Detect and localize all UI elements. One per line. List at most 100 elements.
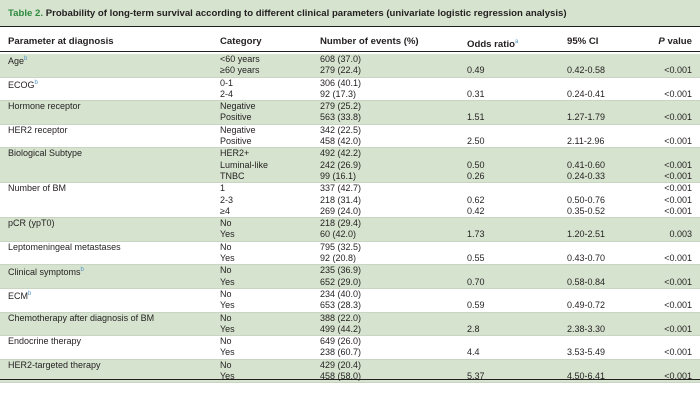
events-cell: 218 (29.4) bbox=[320, 218, 362, 229]
category-cell: ≥4 bbox=[220, 205, 230, 216]
category-cell: 2-4 bbox=[220, 88, 234, 99]
table-body: Ageb <60 years 608 (37.0) ≥60 years 279 (22.… bbox=[0, 54, 700, 384]
ci-cell: 0.35-0.52 bbox=[567, 205, 606, 216]
odds-ratio-cell: 2.8 bbox=[467, 323, 480, 334]
p-value-cell: <0.001 bbox=[664, 112, 692, 123]
table-group: ECOGb 0-1 306 (40.1) 2-4 92 (17.3) 0.31 0.24-0… bbox=[0, 78, 700, 102]
ci-cell: 0.50-0.76 bbox=[567, 194, 606, 205]
category-cell: No bbox=[220, 218, 232, 229]
parameter-name: Hormone receptor bbox=[8, 101, 81, 112]
category-cell: No bbox=[220, 265, 232, 276]
table-row: HER2 receptor Negative 342 (22.5) bbox=[0, 125, 700, 136]
table-group: Leptomeningeal metastases No 795 (32.5) Yes… bbox=[0, 242, 700, 266]
table-group: Chemotherapy after diagnosis of BM No 388 … bbox=[0, 312, 700, 337]
table-row: TNBC 99 (16.1) 0.26 0.24-0.33 <0.001 bbox=[0, 171, 700, 182]
parameter-footnote: b bbox=[24, 56, 28, 62]
table-group: HER2-targeted therapy No 429 (20.4) Yes 458 … bbox=[0, 359, 700, 384]
table-group: Ageb <60 years 608 (37.0) ≥60 years 279 (22.… bbox=[0, 54, 700, 78]
parameter-name-text: Clinical symptoms bbox=[8, 267, 81, 278]
table-row: Yes 238 (60.7) 4.4 3.53-5.49 <0.001 bbox=[0, 347, 700, 358]
table-group: Clinical symptomsb No 235 (36.9) Yes 652 (29… bbox=[0, 265, 700, 289]
parameter-name: Ageb bbox=[8, 54, 27, 67]
header-odds-footnote: a bbox=[514, 39, 519, 45]
ci-cell: 0.24-0.41 bbox=[567, 88, 606, 99]
events-cell: 306 (40.1) bbox=[320, 77, 362, 88]
odds-ratio-cell: 0.42 bbox=[467, 205, 485, 216]
odds-ratio-cell: 0.50 bbox=[467, 159, 485, 170]
p-value-cell: <0.001 bbox=[664, 205, 692, 216]
ci-cell: 2.11-2.96 bbox=[567, 136, 605, 147]
table-row: HER2-targeted therapy No 429 (20.4) bbox=[0, 360, 700, 371]
parameter-name: Chemotherapy after diagnosis of BM bbox=[8, 313, 154, 324]
parameter-name-text: pCR (ypT0) bbox=[8, 218, 55, 229]
parameter-name-text: Number of BM bbox=[8, 183, 67, 194]
table-group: Number of BM 1 337 (42.7) <0.001 2-3 218 (31.… bbox=[0, 183, 700, 219]
events-cell: 60 (42.0) bbox=[320, 229, 357, 240]
parameter-name-text: Biological Subtype bbox=[8, 148, 83, 159]
ci-cell: 1.20-2.51 bbox=[567, 229, 606, 240]
parameter-name-text: ECM bbox=[8, 290, 28, 301]
table-row: ECMb No 234 (40.0) bbox=[0, 289, 700, 302]
parameter-name: ECMb bbox=[8, 289, 31, 302]
parameter-name: HER2-targeted therapy bbox=[8, 360, 101, 371]
category-cell: No bbox=[220, 336, 232, 347]
odds-ratio-cell: 5.37 bbox=[467, 371, 485, 382]
category-cell: HER2+ bbox=[220, 148, 250, 159]
parameter-footnote: b bbox=[34, 79, 38, 86]
ci-cell: 0.42-0.58 bbox=[567, 65, 606, 76]
parameter-name-text: Age bbox=[8, 56, 25, 66]
table-row: ≥4 269 (24.0) 0.42 0.35-0.52 <0.001 bbox=[0, 206, 700, 217]
table-row: Clinical symptomsb No 235 (36.9) bbox=[0, 265, 700, 278]
category-cell: No bbox=[220, 241, 232, 252]
p-value-cell: <0.001 bbox=[664, 300, 692, 311]
ci-cell: 0.43-0.70 bbox=[567, 253, 606, 264]
category-cell: 0-1 bbox=[220, 77, 234, 88]
header-p-italic: P bbox=[658, 36, 665, 47]
category-cell: Positive bbox=[220, 136, 252, 147]
header-category: Category bbox=[220, 36, 262, 47]
table-group: Endocrine therapy No 649 (26.0) Yes 238 (60.… bbox=[0, 336, 700, 360]
table-group: Hormone receptor Negative 279 (25.2) Positi… bbox=[0, 101, 700, 125]
parameter-name: ECOGb bbox=[8, 78, 38, 91]
header-odds-ratio: Odds ratioa bbox=[467, 33, 518, 54]
table-row: pCR (ypT0) No 218 (29.4) bbox=[0, 218, 700, 229]
header-parameter: Parameter at diagnosis bbox=[8, 36, 114, 47]
category-cell: Luminal-like bbox=[220, 159, 269, 170]
category-cell: No bbox=[220, 312, 232, 323]
parameter-name-text: ECOG bbox=[8, 79, 35, 90]
category-cell: 1 bbox=[220, 183, 226, 194]
category-cell: No bbox=[220, 359, 232, 370]
events-cell: 795 (32.5) bbox=[320, 241, 362, 252]
table-row: Leptomeningeal metastases No 795 (32.5) bbox=[0, 242, 700, 253]
ci-cell: 0.24-0.33 bbox=[567, 170, 606, 181]
category-cell: Yes bbox=[220, 323, 235, 334]
events-cell: 492 (42.2) bbox=[320, 148, 362, 159]
parameter-name-text: Endocrine therapy bbox=[8, 336, 82, 347]
ci-cell: 1.27-1.79 bbox=[567, 112, 606, 123]
odds-ratio-cell: 0.59 bbox=[467, 300, 485, 311]
category-cell: Negative bbox=[220, 101, 256, 112]
category-cell: ≥60 years bbox=[220, 65, 260, 76]
ci-cell: 4.50-6.41 bbox=[567, 371, 606, 382]
odds-ratio-cell: 2.50 bbox=[467, 136, 485, 147]
p-value-cell: <0.001 bbox=[664, 347, 692, 358]
table-row: Ageb <60 years 608 (37.0) bbox=[0, 54, 700, 67]
events-cell: 458 (58.0) bbox=[320, 371, 362, 382]
parameter-name-text: Chemotherapy after diagnosis of BM bbox=[8, 312, 155, 323]
ci-cell: 3.53-5.49 bbox=[567, 347, 606, 358]
p-value-cell: <0.001 bbox=[664, 183, 692, 194]
table-group: pCR (ypT0) No 218 (29.4) Yes 60 (42.0) 1.73 1.… bbox=[0, 218, 700, 242]
category-cell: Yes bbox=[220, 300, 235, 311]
table-row: Number of BM 1 337 (42.7) <0.001 bbox=[0, 183, 700, 194]
odds-ratio-cell: 1.51 bbox=[467, 112, 485, 123]
p-value-cell: <0.001 bbox=[664, 65, 692, 76]
header-events: Number of events (%) bbox=[320, 36, 419, 47]
header-ci: 95% CI bbox=[567, 36, 599, 47]
p-value-cell: 0.003 bbox=[669, 229, 692, 240]
p-value-cell: <0.001 bbox=[664, 323, 692, 334]
table-row: Luminal-like 242 (26.9) 0.50 0.41-0.60 <0.00… bbox=[0, 160, 700, 171]
events-cell: 458 (42.0) bbox=[320, 136, 362, 147]
ci-cell: 0.41-0.60 bbox=[567, 159, 606, 170]
events-cell: 563 (33.8) bbox=[320, 112, 362, 123]
